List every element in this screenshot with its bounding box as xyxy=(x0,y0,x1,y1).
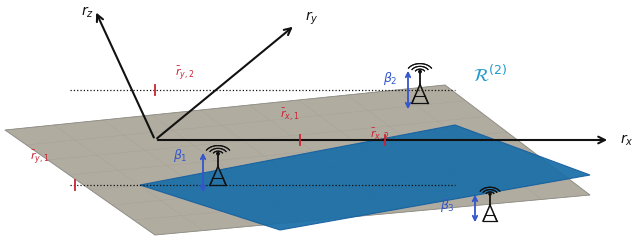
Text: $r_y$: $r_y$ xyxy=(305,9,319,27)
Polygon shape xyxy=(140,125,590,230)
Circle shape xyxy=(419,70,421,73)
Circle shape xyxy=(489,193,491,195)
Text: $\bar{r}_{x,1}$: $\bar{r}_{x,1}$ xyxy=(280,107,300,123)
Text: $\beta_3$: $\beta_3$ xyxy=(440,197,455,214)
Circle shape xyxy=(217,152,220,155)
Text: $\bar{r}_{x,2}$: $\bar{r}_{x,2}$ xyxy=(371,127,390,143)
Text: $\beta_1$: $\beta_1$ xyxy=(173,147,188,164)
Text: $r_x$: $r_x$ xyxy=(620,132,634,148)
Text: $r_z$: $r_z$ xyxy=(81,5,95,20)
Text: $\bar{r}_{y,2}$: $\bar{r}_{y,2}$ xyxy=(175,64,195,82)
Text: $\beta_2$: $\beta_2$ xyxy=(383,69,398,87)
Text: $\bar{r}_{y,1}$: $\bar{r}_{y,1}$ xyxy=(30,148,49,166)
Text: $\mathcal{R}^{(2)}$: $\mathcal{R}^{(2)}$ xyxy=(473,65,507,85)
Polygon shape xyxy=(5,85,590,235)
